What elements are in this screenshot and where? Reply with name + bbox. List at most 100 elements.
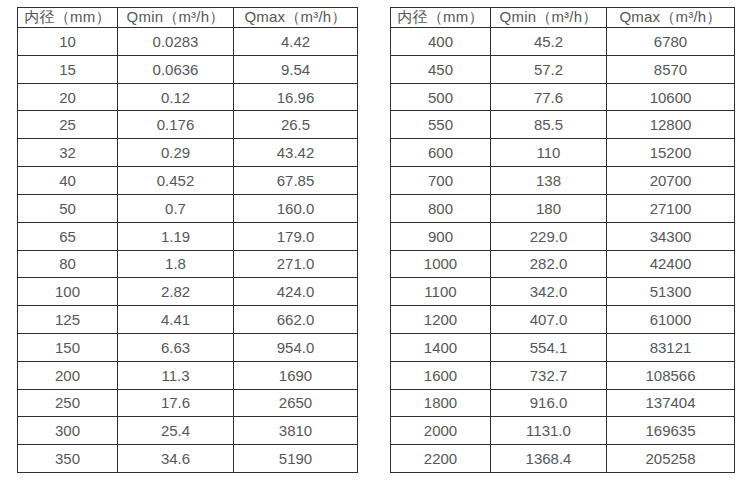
flow-table-small-diameters: 内径（mm）Qmin（m³/h）Qmax（m³/h）100.02834.4215… bbox=[17, 7, 358, 473]
table-cell: 1800 bbox=[391, 389, 491, 417]
table-cell: 45.2 bbox=[491, 28, 607, 56]
table-cell: 61000 bbox=[607, 306, 735, 334]
table-cell: 25 bbox=[18, 111, 118, 139]
table-cell: 1100 bbox=[391, 278, 491, 306]
table-cell: 108566 bbox=[607, 361, 735, 389]
table-cell: 42400 bbox=[607, 250, 735, 278]
table-cell: 300 bbox=[18, 417, 118, 445]
table-cell: 1400 bbox=[391, 333, 491, 361]
table-cell: 662.0 bbox=[234, 306, 358, 334]
table-cell: 200 bbox=[18, 361, 118, 389]
table-cell: 20700 bbox=[607, 167, 735, 195]
table-cell: 550 bbox=[391, 111, 491, 139]
table-row: 20001131.0169635 bbox=[391, 417, 735, 445]
table-cell: 67.85 bbox=[234, 167, 358, 195]
table-row: 1506.63954.0 bbox=[18, 333, 358, 361]
table-cell: 26.5 bbox=[234, 111, 358, 139]
table-cell: 2.82 bbox=[118, 278, 234, 306]
table-cell: 80 bbox=[18, 250, 118, 278]
table-cell: 450 bbox=[391, 55, 491, 83]
table-row: 1000282.042400 bbox=[391, 250, 735, 278]
table-row: 30025.43810 bbox=[18, 417, 358, 445]
table-cell: 554.1 bbox=[491, 333, 607, 361]
table-cell: 160.0 bbox=[234, 194, 358, 222]
table-cell: 1.19 bbox=[118, 222, 234, 250]
table-cell: 0.12 bbox=[118, 83, 234, 111]
table-cell: 600 bbox=[391, 139, 491, 167]
table-cell: 110 bbox=[491, 139, 607, 167]
table-cell: 180 bbox=[491, 194, 607, 222]
table-cell: 179.0 bbox=[234, 222, 358, 250]
table-row: 1400554.183121 bbox=[391, 333, 735, 361]
table-cell: 250 bbox=[18, 389, 118, 417]
table-cell: 1000 bbox=[391, 250, 491, 278]
table-cell: 77.6 bbox=[491, 83, 607, 111]
table-cell: 32 bbox=[18, 139, 118, 167]
table-row: 200.1216.96 bbox=[18, 83, 358, 111]
table-cell: 125 bbox=[18, 306, 118, 334]
table-cell: 916.0 bbox=[491, 389, 607, 417]
table-cell: 0.452 bbox=[118, 167, 234, 195]
header-row: 内径（mm）Qmin（m³/h）Qmax（m³/h） bbox=[391, 8, 735, 28]
table-cell: 5190 bbox=[234, 445, 358, 473]
column-header: Qmax（m³/h） bbox=[234, 8, 358, 28]
table-cell: 137404 bbox=[607, 389, 735, 417]
table-row: 1100342.051300 bbox=[391, 278, 735, 306]
table-row: 20011.31690 bbox=[18, 361, 358, 389]
table-row: 1254.41662.0 bbox=[18, 306, 358, 334]
table-cell: 169635 bbox=[607, 417, 735, 445]
table-cell: 229.0 bbox=[491, 222, 607, 250]
table-cell: 1200 bbox=[391, 306, 491, 334]
table-cell: 11.3 bbox=[118, 361, 234, 389]
table-row: 25017.62650 bbox=[18, 389, 358, 417]
table-cell: 205258 bbox=[607, 445, 735, 473]
table-row: 801.8271.0 bbox=[18, 250, 358, 278]
table-cell: 85.5 bbox=[491, 111, 607, 139]
flow-table-large-diameters: 内径（mm）Qmin（m³/h）Qmax（m³/h）40045.26780450… bbox=[390, 7, 735, 473]
table-cell: 400 bbox=[391, 28, 491, 56]
table-row: 651.19179.0 bbox=[18, 222, 358, 250]
table-row: 35034.65190 bbox=[18, 445, 358, 473]
table-cell: 2650 bbox=[234, 389, 358, 417]
table-cell: 43.42 bbox=[234, 139, 358, 167]
table-cell: 2200 bbox=[391, 445, 491, 473]
table-cell: 27100 bbox=[607, 194, 735, 222]
table-cell: 138 bbox=[491, 167, 607, 195]
table-cell: 0.0636 bbox=[118, 55, 234, 83]
table-cell: 700 bbox=[391, 167, 491, 195]
table-cell: 6780 bbox=[607, 28, 735, 56]
table-cell: 1600 bbox=[391, 361, 491, 389]
table-cell: 6.63 bbox=[118, 333, 234, 361]
table-cell: 1368.4 bbox=[491, 445, 607, 473]
table-cell: 65 bbox=[18, 222, 118, 250]
table-cell: 4.42 bbox=[234, 28, 358, 56]
table-row: 100.02834.42 bbox=[18, 28, 358, 56]
table-row: 1600732.7108566 bbox=[391, 361, 735, 389]
table-row: 40045.26780 bbox=[391, 28, 735, 56]
table-cell: 100 bbox=[18, 278, 118, 306]
table-row: 80018027100 bbox=[391, 194, 735, 222]
table-cell: 1.8 bbox=[118, 250, 234, 278]
table-cell: 407.0 bbox=[491, 306, 607, 334]
flow-tables-container: 内径（mm）Qmin（m³/h）Qmax（m³/h）100.02834.4215… bbox=[17, 7, 735, 473]
table-cell: 800 bbox=[391, 194, 491, 222]
table-cell: 282.0 bbox=[491, 250, 607, 278]
table-cell: 10600 bbox=[607, 83, 735, 111]
table-cell: 342.0 bbox=[491, 278, 607, 306]
table-row: 150.06369.54 bbox=[18, 55, 358, 83]
table-cell: 16.96 bbox=[234, 83, 358, 111]
table-cell: 0.7 bbox=[118, 194, 234, 222]
table-cell: 12800 bbox=[607, 111, 735, 139]
column-header: Qmax（m³/h） bbox=[607, 8, 735, 28]
table-row: 22001368.4205258 bbox=[391, 445, 735, 473]
table-cell: 4.41 bbox=[118, 306, 234, 334]
table-cell: 40 bbox=[18, 167, 118, 195]
table-cell: 3810 bbox=[234, 417, 358, 445]
table-cell: 732.7 bbox=[491, 361, 607, 389]
table-cell: 1131.0 bbox=[491, 417, 607, 445]
table-row: 50077.610600 bbox=[391, 83, 735, 111]
table-cell: 10 bbox=[18, 28, 118, 56]
table-cell: 424.0 bbox=[234, 278, 358, 306]
table-row: 1200407.061000 bbox=[391, 306, 735, 334]
column-header: Qmin（m³/h） bbox=[491, 8, 607, 28]
